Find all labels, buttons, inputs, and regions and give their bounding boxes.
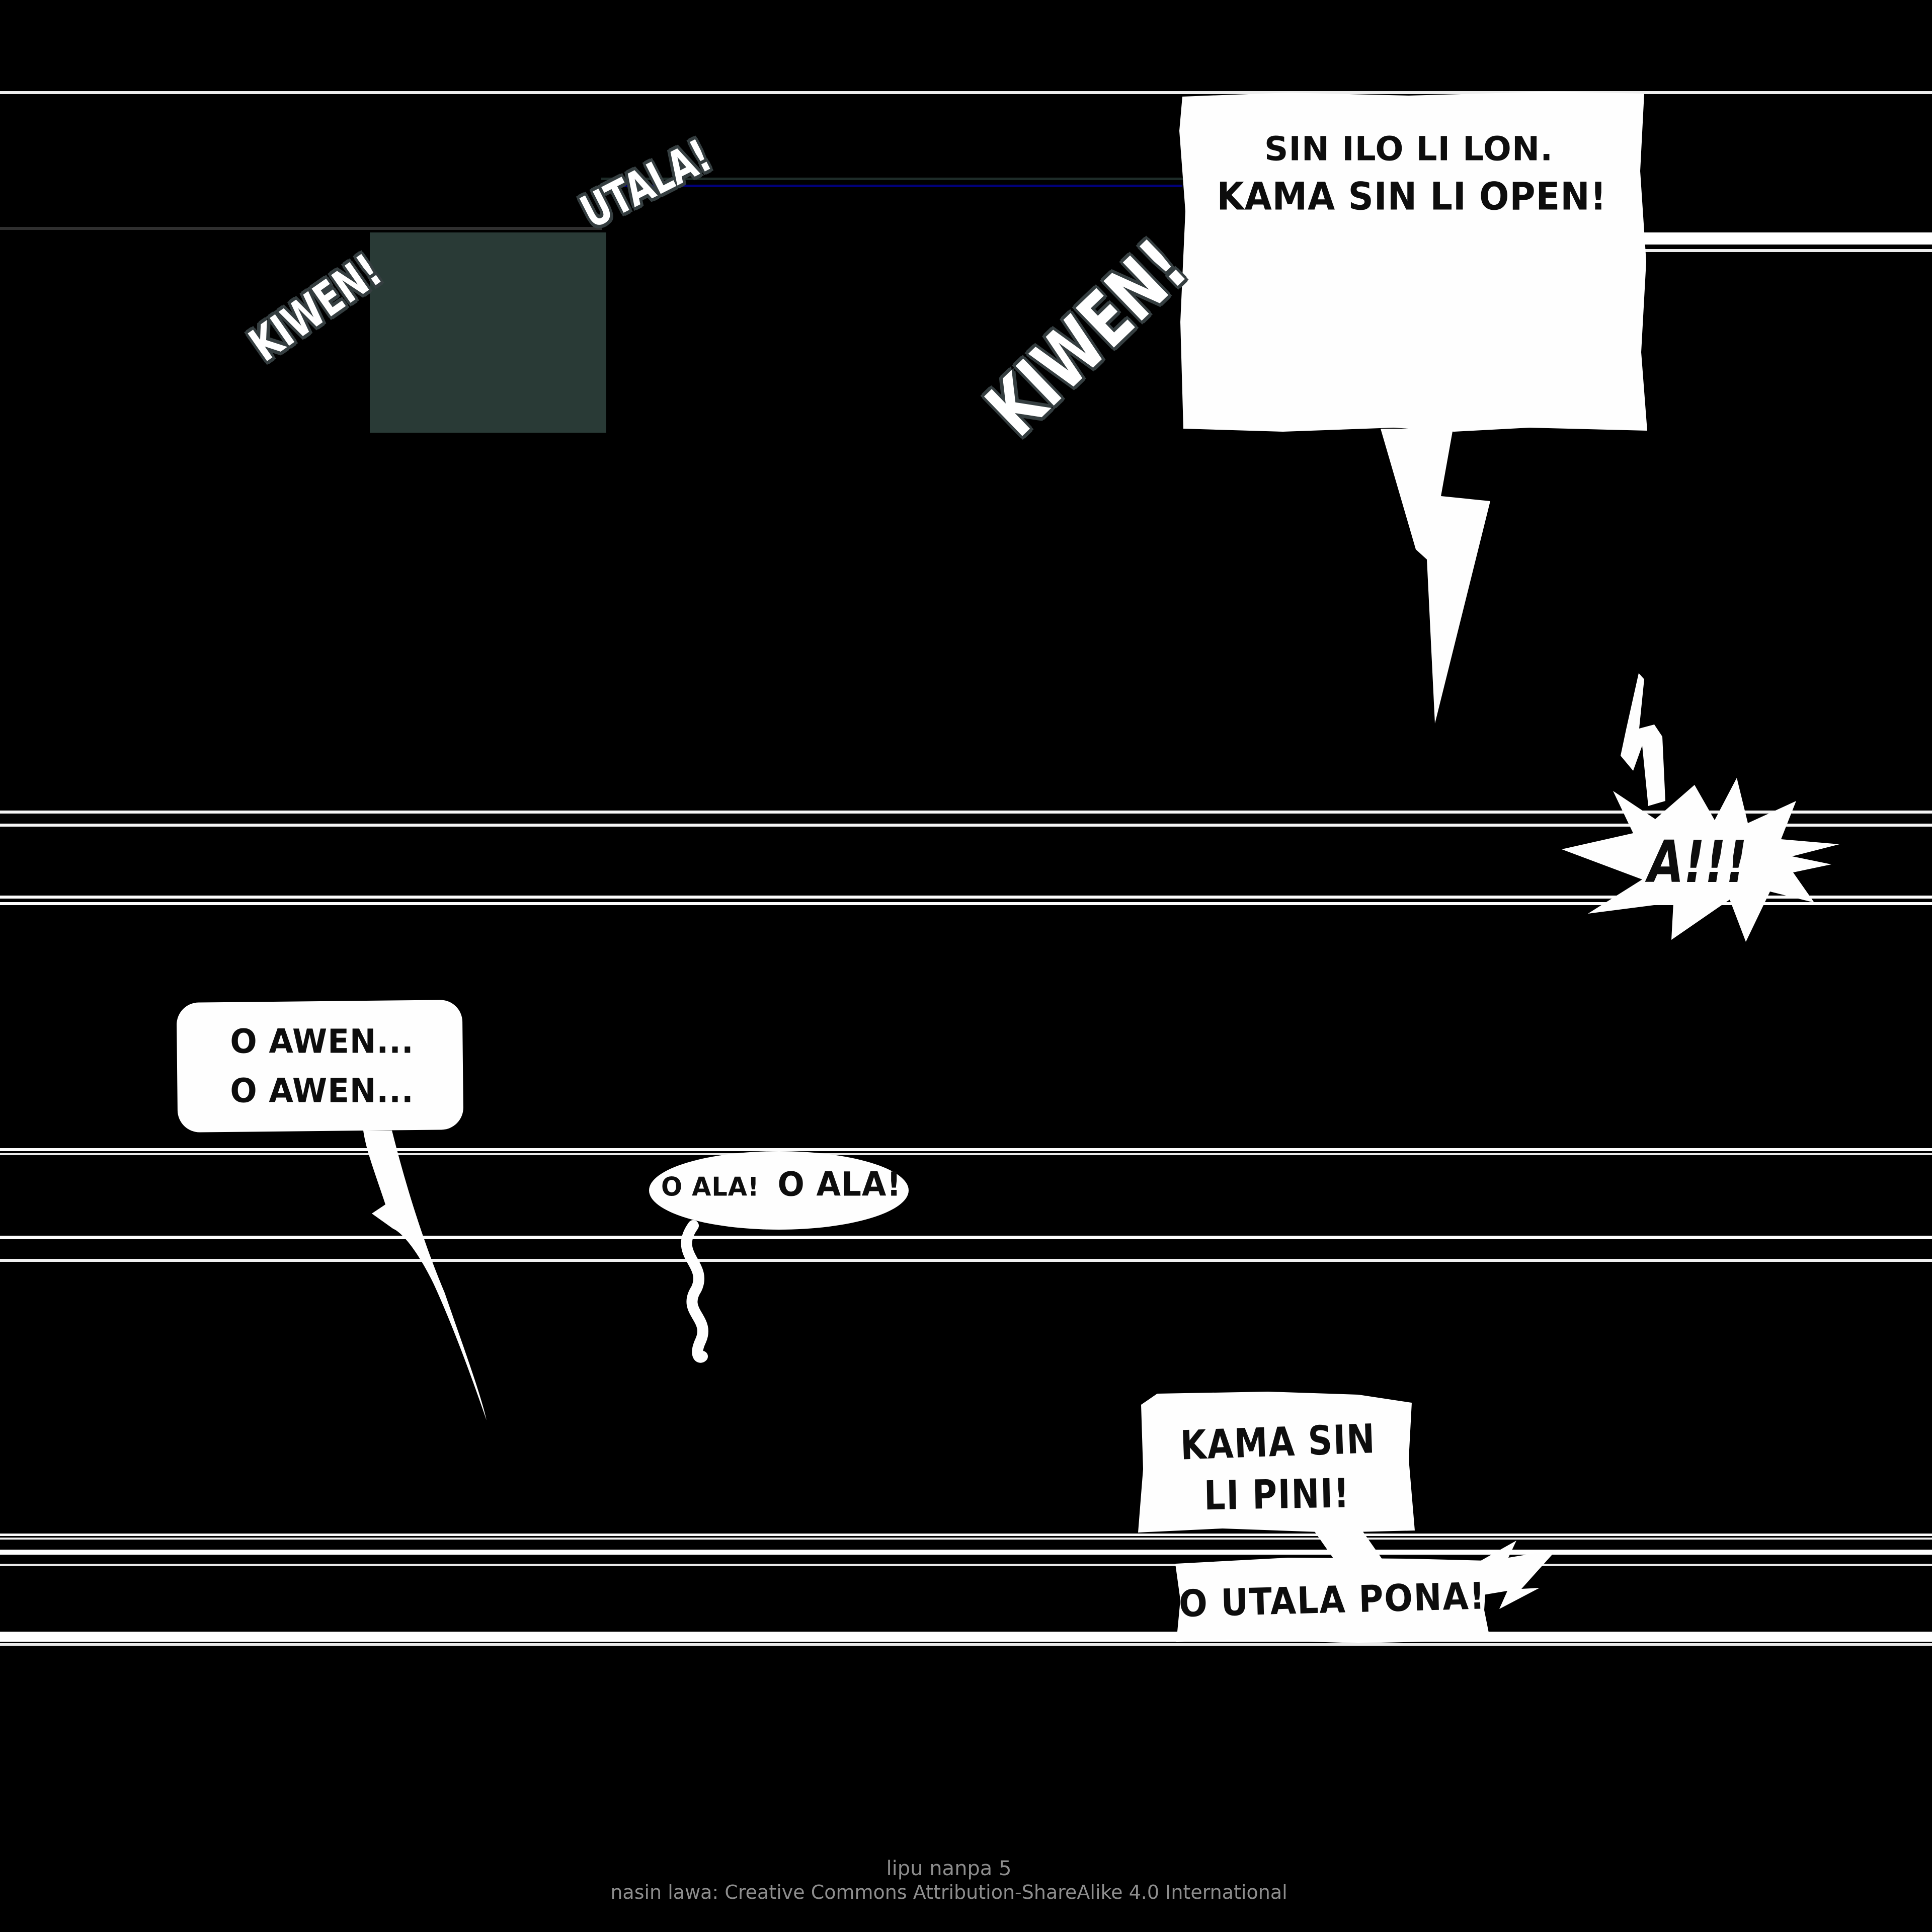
speed-line-gray	[0, 227, 602, 230]
scream-burst	[1562, 778, 1839, 942]
speed-line	[0, 1236, 1932, 1239]
speed-line	[0, 1564, 1932, 1566]
ala-speech-bubble	[649, 1151, 909, 1230]
speed-line	[0, 1148, 1932, 1151]
radio-text-line2: KAMA SIN LI OPEN!	[1217, 174, 1607, 219]
speed-line	[0, 896, 1932, 899]
beam-line-blue	[601, 185, 1182, 187]
awen-tail	[363, 1131, 487, 1420]
speed-line	[0, 902, 1932, 905]
speed-line	[0, 1643, 1932, 1646]
awen-text-line1: O AWEN...	[230, 1022, 414, 1061]
radio-text-line1: SIN ILO LI LON.	[1264, 129, 1554, 169]
speed-line	[0, 1259, 1932, 1262]
dark-panel	[370, 232, 606, 433]
lightning-bolt-small	[1621, 673, 1665, 806]
scream-text: A!!!	[1648, 829, 1747, 896]
lightning-bolt-large	[1381, 429, 1490, 723]
speed-line	[0, 1534, 1932, 1536]
ala-text-second: O ALA!	[777, 1165, 902, 1204]
kama-box-connector	[1313, 1530, 1383, 1560]
awen-speech-box	[177, 1000, 463, 1133]
radio-speech-box	[1179, 92, 1647, 432]
footer-page-number: lipu nanpa 5	[886, 1857, 1012, 1880]
ala-text: O ALA! O ALA!	[661, 1165, 902, 1204]
speed-line	[0, 824, 1932, 827]
pona-speech-box	[1175, 1558, 1490, 1643]
footer-license: nasin lawa: Creative Commons Attribution…	[610, 1881, 1287, 1903]
ala-text-first: O ALA!	[661, 1172, 760, 1202]
kama-text-line1: KAMA SIN	[1179, 1415, 1377, 1469]
speed-line	[0, 1153, 1932, 1155]
speed-line	[0, 1550, 1932, 1555]
awen-text-line2: O AWEN...	[230, 1071, 414, 1110]
speed-line	[0, 91, 1932, 94]
ala-squiggle-tail	[681, 1220, 708, 1363]
speed-band	[1638, 232, 1932, 245]
speed-band	[0, 1632, 1932, 1642]
speed-line	[0, 1538, 1932, 1540]
speed-line	[1638, 249, 1932, 252]
beam-line-teal	[601, 178, 1183, 180]
kama-speech-box	[1138, 1392, 1415, 1533]
speed-line	[0, 811, 1932, 814]
kama-text-line2: LI PINI!	[1203, 1469, 1350, 1519]
pona-zigzag-tail	[1477, 1541, 1557, 1609]
pona-text: O UTALA PONA!	[1178, 1574, 1486, 1626]
